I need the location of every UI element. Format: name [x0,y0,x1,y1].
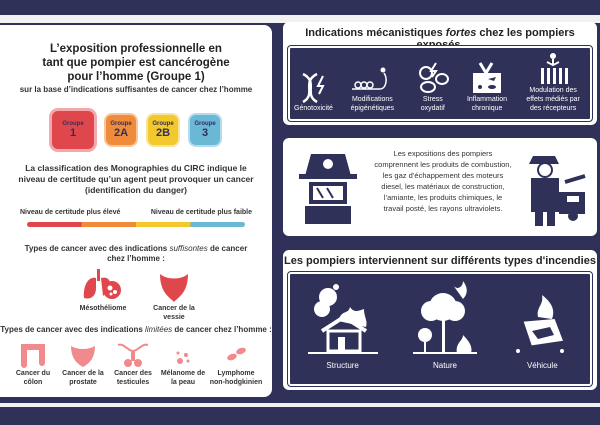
cancer-label: Cancer des testicules [114,370,152,386]
mechanism-label: Stress oxydatif [420,96,445,112]
limited-heading: Types de cancer avec des indications lim… [0,325,272,335]
cancer-label: Cancer de la vessie [153,305,195,321]
fire-types-icons: Structure Nature Véhicule [287,271,593,387]
cancer-lymphoma: Lymphome non-hodgkinien [209,341,263,387]
group-3-badge: Groupe 3 [190,115,220,145]
inflammation-icon [473,62,501,93]
heading-emphasis: suffisontes [169,244,208,253]
lungs-icon [83,269,121,299]
group-2a-badge: Groupe 2A [106,115,136,145]
epigenetic-icon [352,67,388,90]
group-value: 1 [69,127,77,139]
mechanism-epigenetic: Modifications épigénétiques [333,65,412,113]
heading-text: Types de cancer avec des indications [24,244,170,253]
bladder-icon [160,274,188,302]
cell-icon [418,62,449,93]
group-label: Groupe [62,121,84,127]
certainty-gradient-bar [27,222,245,227]
receptor-icon [541,53,569,84]
mechanism-oxidative-stress: Stress oxydatif [412,61,454,113]
firefighter-helmet-icon [299,154,357,224]
sufficient-heading: Types de cancer avec des indications suf… [0,244,272,264]
fire-types-panel: Les pompiers interviennent sur différent… [283,250,597,390]
fire-type-nature: Nature [412,281,477,370]
dna-icon [302,72,326,104]
fire-type-label: Structure [326,361,359,370]
top-strip [0,15,600,23]
group-value: 2B [155,127,171,139]
cancer-label: Cancer du côlon [15,370,51,386]
skin-icon [176,351,190,364]
mechanism-label: Modulation des effets médiés par des réc… [526,87,580,112]
title-text: Indications mécanistiques [305,27,446,39]
heading-text: de cancer chez l’homme : [172,325,272,334]
title-emphasis: fortes [445,27,477,39]
cancer-label: Mélanome de la peau [160,370,206,386]
fire-type-structure: Structure [307,281,378,370]
group-label: Groupe [194,121,216,127]
cancer-mesothelioma: Mésothéliome [73,268,133,322]
firefighter-truck-icon [529,156,586,226]
level-low-label: Niveau de certitude plus faible [150,209,252,216]
mechanism-receptor: Modulation des effets médiés par des réc… [520,52,586,113]
cancer-label: Mésothéliome [79,305,127,312]
mechanism-inflammation: Inflammation chronique [454,61,520,113]
colon-icon [21,344,45,368]
panel-subtitle: sur la base d’indications suffisantes de… [19,85,253,94]
fire-types-title: Les pompiers interviennent sur différent… [284,255,596,267]
mechanism-label: Génotoxicité [294,105,333,112]
cancer-testicles: Cancer des testicules [109,341,157,387]
panel-title: L’exposition professionnelle en tant que… [42,43,230,83]
group-1-badge: Groupe 1 [52,111,94,149]
heading-text: Types de cancer avec des indications [0,325,146,334]
iarc-classification-panel: L’exposition professionnelle en tant que… [0,25,272,397]
cancer-label: Cancer de la prostate [62,370,104,386]
level-high-label: Niveau de certitude plus élevé [20,209,121,216]
group-value: 3 [201,127,209,139]
group-value: 2A [113,127,129,139]
classification-text: La classification des Monographies du CI… [18,163,254,195]
testicles-icon [117,343,149,367]
cancer-label: Lymphome non-hodgkinien [209,370,263,386]
group-label: Groupe [110,121,132,127]
prostate-icon [71,346,95,367]
car-fire-icon [516,295,565,353]
tree-fire-icon [412,281,477,354]
exposures-panel: Les expositions des pompiers comprennent… [283,138,597,236]
mechanism-genotoxicity: Génotoxicité [294,72,333,113]
lymphocyte-icon [227,347,246,361]
house-fire-icon [307,284,378,354]
cancer-melanoma: Mélanome de la peau [159,341,207,387]
group-scale: Groupe 1 Groupe 2A Groupe 2B Groupe 3 [0,111,272,149]
top-band [0,0,600,15]
mechanism-label: Inflammation chronique [466,96,508,112]
fire-type-label: Véhicule [526,361,558,370]
heading-text: de cancer chez l’homme : [107,244,248,263]
mechanism-label: Modifications épigénétiques [350,96,395,112]
cancer-bladder: Cancer de la vessie [149,268,199,322]
exposures-text: Les expositions des pompiers comprennent… [374,149,512,213]
bottom-strip [0,403,600,407]
cancer-colon: Cancer du côlon [9,341,57,387]
fire-type-label: Nature [432,361,457,370]
cancer-prostate: Cancer de la prostate [59,341,107,387]
fire-type-vehicle: Véhicule [512,295,572,370]
group-2b-badge: Groupe 2B [148,115,178,145]
heading-emphasis: limitées [145,325,173,334]
group-label: Groupe [152,121,174,127]
mechanistic-panel: Indications mécanistiques fortes chez le… [283,22,597,125]
mechanistic-icons: Génotoxicité Modifications épigénétiques… [287,45,593,122]
